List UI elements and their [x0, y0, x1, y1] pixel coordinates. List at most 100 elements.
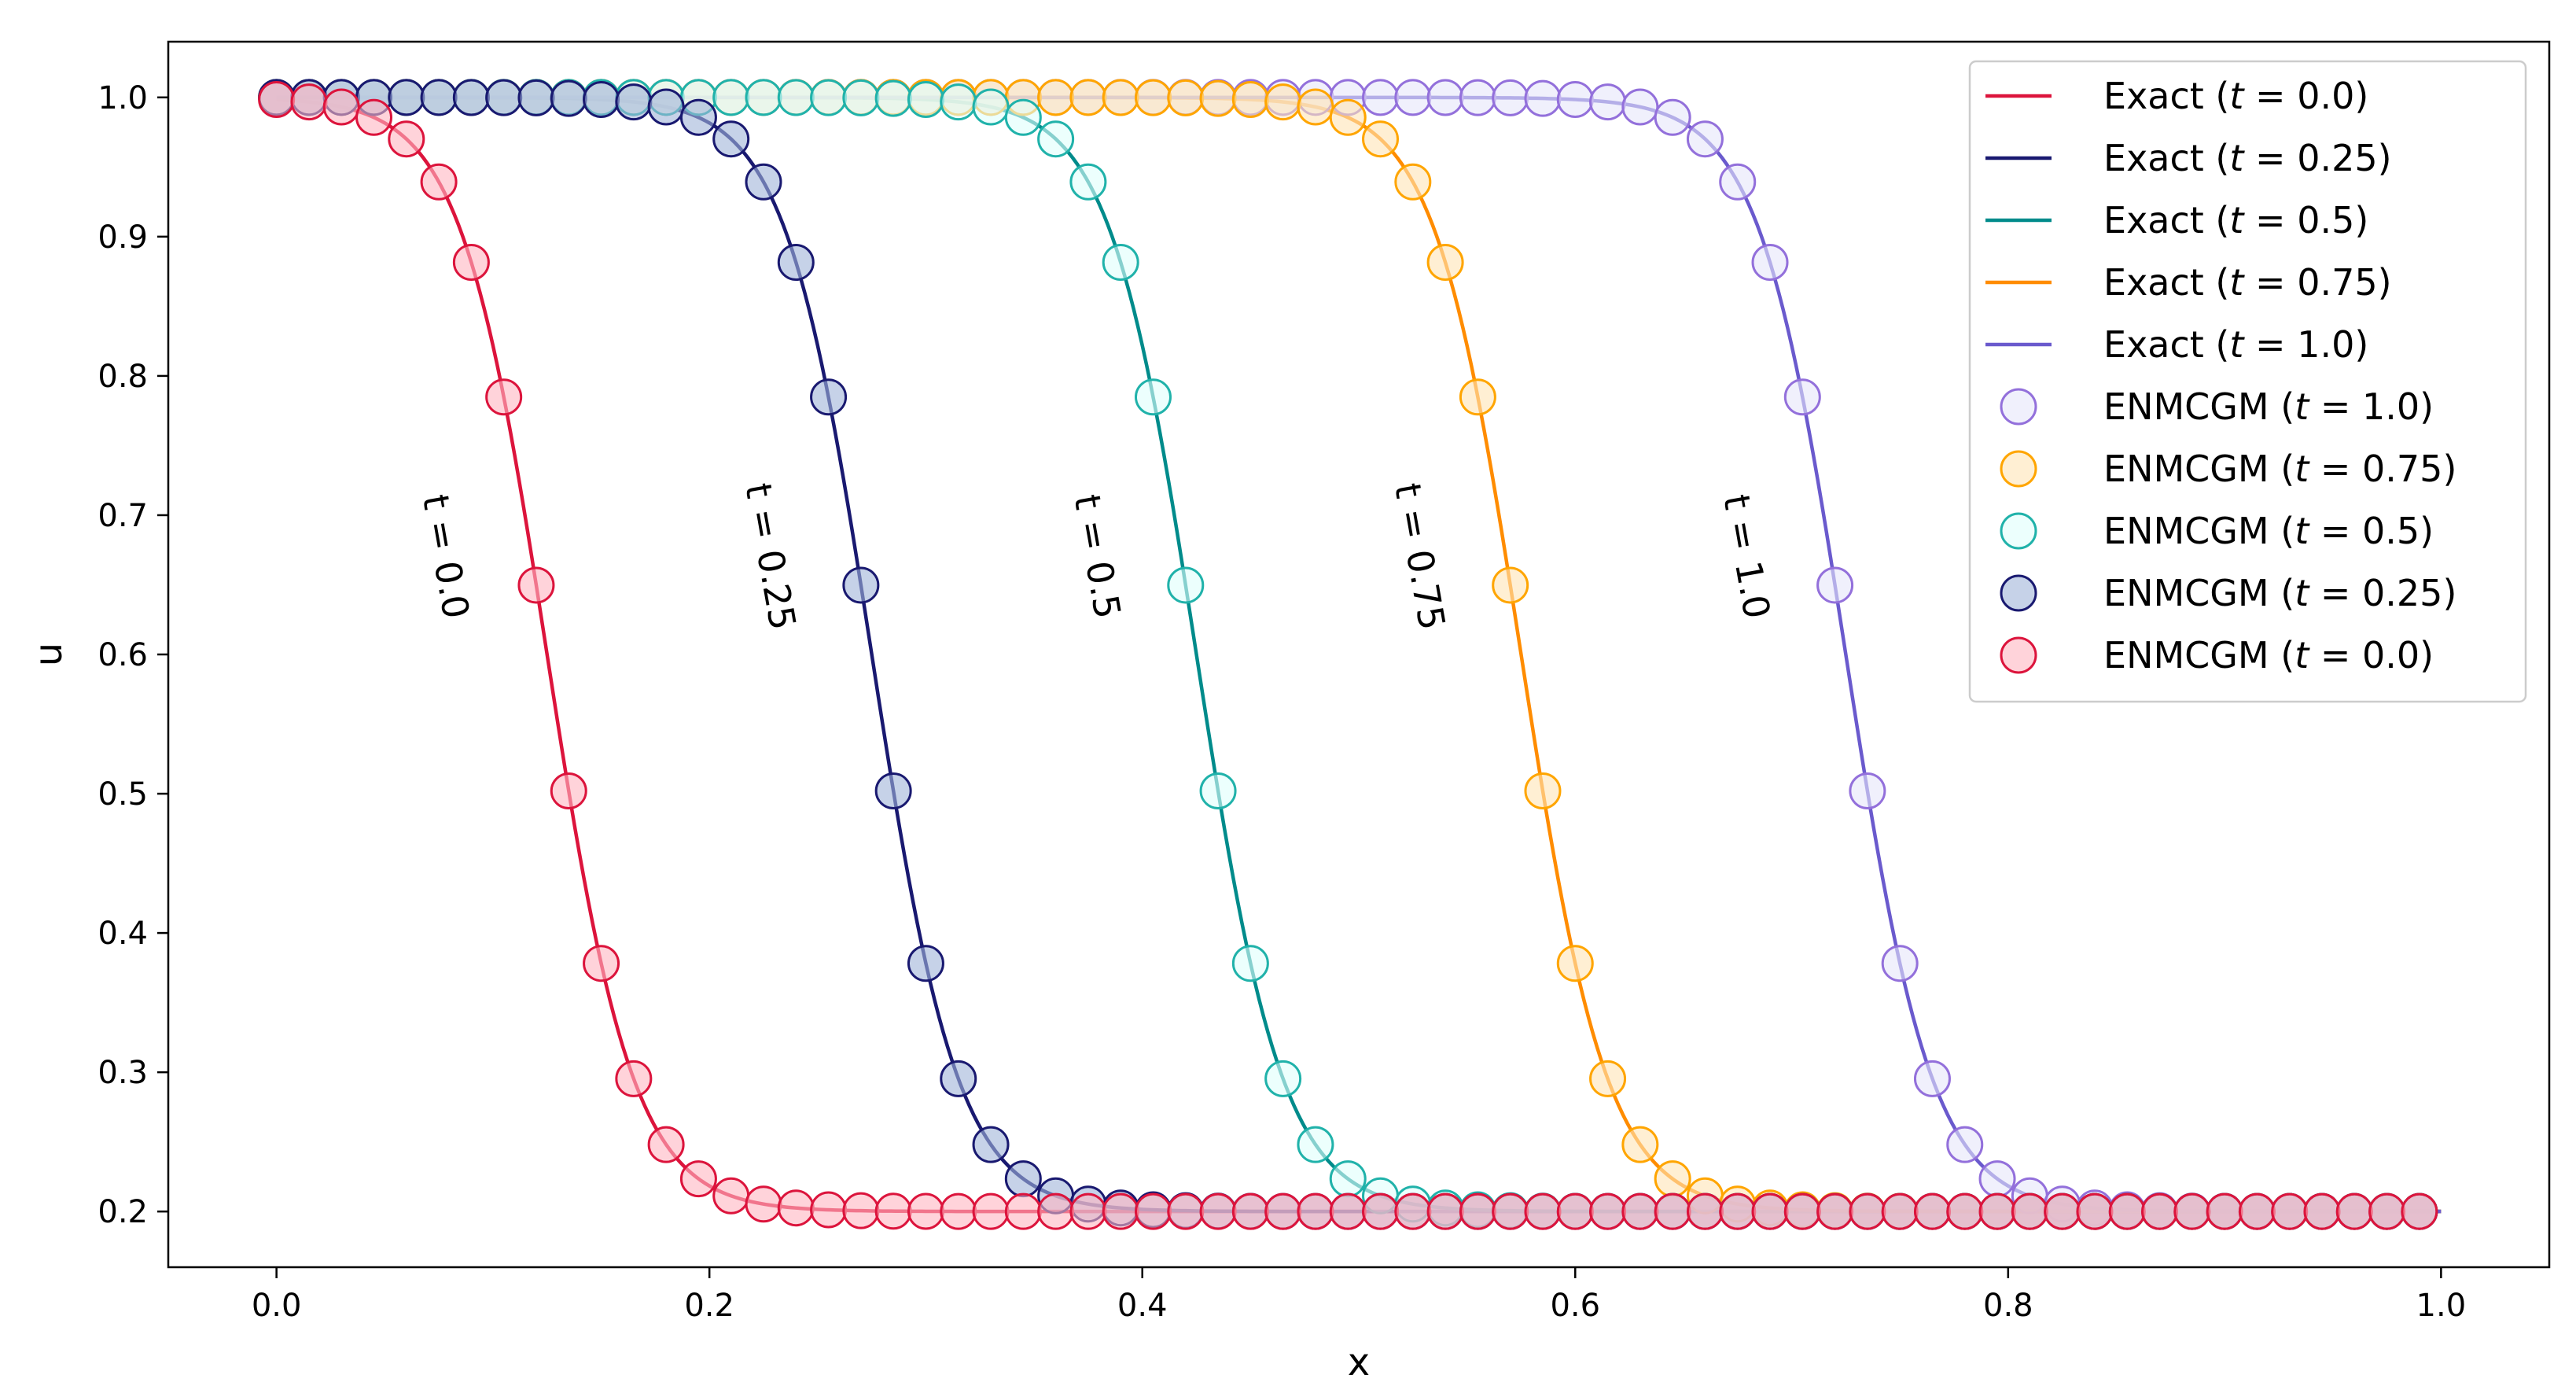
- enmcgm-point: [940, 1192, 977, 1230]
- legend-label: Exact (t = 0.0): [2103, 75, 2368, 117]
- enmcgm-point: [777, 79, 815, 116]
- enmcgm-point: [1913, 1060, 1951, 1097]
- enmcgm-point: [1264, 1060, 1302, 1097]
- enmcgm-point: [388, 79, 425, 116]
- enmcgm-point: [1167, 1192, 1205, 1230]
- enmcgm-point: [1589, 83, 1627, 121]
- enmcgm-point: [1816, 566, 1854, 604]
- enmcgm-point: [1231, 945, 1269, 982]
- legend-box: [1968, 60, 2527, 703]
- enmcgm-point: [322, 88, 360, 126]
- enmcgm-point: [583, 945, 620, 982]
- enmcgm-point: [2141, 1192, 2179, 1230]
- enmcgm-point: [712, 79, 750, 116]
- enmcgm-point: [2011, 1192, 2048, 1230]
- y-tick-label: 0.8: [98, 359, 148, 395]
- enmcgm-point: [2173, 1192, 2211, 1230]
- legend: Exact (t = 0.0) Exact (t = 0.25) Exact (t …: [1968, 60, 2527, 703]
- enmcgm-point: [517, 566, 555, 604]
- legend-label: ENMCGM (t = 0.25): [2103, 572, 2456, 614]
- enmcgm-markers: [258, 79, 2438, 1230]
- legend-marker-swatch: [2000, 388, 2037, 426]
- enmcgm-point: [388, 120, 425, 158]
- enmcgm-point: [1394, 1192, 1432, 1230]
- enmcgm-point: [1751, 1192, 1789, 1230]
- enmcgm-point: [1329, 1160, 1367, 1198]
- enmcgm-point: [1362, 79, 1400, 116]
- enmcgm-point: [1426, 1192, 1464, 1230]
- x-axis-label: x: [1348, 1340, 1370, 1384]
- enmcgm-point: [1297, 1126, 1334, 1163]
- enmcgm-point: [517, 79, 555, 116]
- enmcgm-point: [712, 1177, 750, 1215]
- enmcgm-point: [2401, 1192, 2438, 1230]
- x-tick-label: 0.0: [252, 1288, 302, 1324]
- enmcgm-point: [874, 79, 912, 117]
- enmcgm-point: [1426, 244, 1464, 282]
- enmcgm-point: [1297, 88, 1334, 126]
- enmcgm-point: [1069, 79, 1107, 116]
- y-tick-label: 1.0: [98, 80, 148, 116]
- enmcgm-point: [907, 1192, 944, 1230]
- enmcgm-point: [1329, 1192, 1367, 1230]
- legend-marker-swatch: [2000, 450, 2037, 488]
- enmcgm-point: [1556, 81, 1594, 119]
- legend-entry: ENMCGM (t = 0.5): [2000, 510, 2434, 552]
- enmcgm-point: [1881, 945, 1919, 982]
- enmcgm-point: [842, 566, 880, 604]
- x-tick-label: 0.4: [1117, 1288, 1168, 1324]
- enmcgm-point: [2044, 1192, 2081, 1230]
- enmcgm-point: [1362, 1192, 1400, 1230]
- enmcgm-point: [1492, 566, 1529, 604]
- legend-entry: ENMCGM (t = 0.0): [2000, 634, 2434, 676]
- enmcgm-point: [777, 244, 815, 282]
- legend-entry: ENMCGM (t = 1.0): [2000, 385, 2434, 428]
- enmcgm-point: [1621, 88, 1659, 126]
- enmcgm-point: [1492, 1192, 1529, 1230]
- enmcgm-point: [1037, 120, 1075, 158]
- enmcgm-point: [907, 945, 944, 982]
- enmcgm-point: [1783, 378, 1821, 416]
- y-tick-label: 0.9: [98, 219, 148, 256]
- enmcgm-point: [745, 1185, 782, 1223]
- enmcgm-point: [1849, 772, 1886, 809]
- enmcgm-point: [972, 1126, 1010, 1163]
- enmcgm-point: [1816, 1192, 1854, 1230]
- legend-entry: Exact (t = 0.75): [1985, 261, 2392, 304]
- enmcgm-point: [1134, 1192, 1172, 1230]
- legend-label: ENMCGM (t = 0.75): [2103, 448, 2456, 490]
- enmcgm-point: [1719, 1192, 1757, 1230]
- enmcgm-point: [258, 81, 296, 119]
- enmcgm-point: [1459, 378, 1496, 416]
- enmcgm-point: [777, 1189, 815, 1227]
- enmcgm-point: [1297, 1192, 1334, 1230]
- legend-entry: Exact (t = 0.5): [1985, 199, 2368, 241]
- x-tick-label: 0.2: [684, 1288, 734, 1324]
- enmcgm-point: [1102, 244, 1139, 282]
- enmcgm-point: [647, 1126, 685, 1163]
- enmcgm-point: [290, 83, 328, 121]
- legend-entry: Exact (t = 1.0): [1985, 323, 2368, 366]
- enmcgm-point: [550, 772, 587, 809]
- enmcgm-point: [1978, 1192, 2016, 1230]
- enmcgm-point: [679, 1160, 717, 1198]
- enmcgm-point: [1751, 244, 1789, 282]
- enmcgm-point: [1654, 1192, 1691, 1230]
- enmcgm-point: [485, 378, 523, 416]
- legend-marker-swatch: [2000, 512, 2037, 550]
- enmcgm-point: [972, 1192, 1010, 1230]
- enmcgm-point: [1167, 79, 1205, 116]
- enmcgm-point: [745, 79, 782, 116]
- enmcgm-series-t-0: [258, 81, 2438, 1230]
- enmcgm-point: [1524, 772, 1562, 809]
- enmcgm-point: [810, 79, 848, 116]
- enmcgm-point: [1199, 79, 1237, 117]
- legend-entry: Exact (t = 0.0): [1985, 75, 2368, 117]
- enmcgm-point: [1621, 1126, 1659, 1163]
- enmcgm-point: [1654, 98, 1691, 136]
- enmcgm-point: [452, 244, 490, 282]
- y-tick-label: 0.5: [98, 776, 148, 813]
- enmcgm-point: [810, 378, 848, 416]
- enmcgm-point: [1037, 79, 1075, 116]
